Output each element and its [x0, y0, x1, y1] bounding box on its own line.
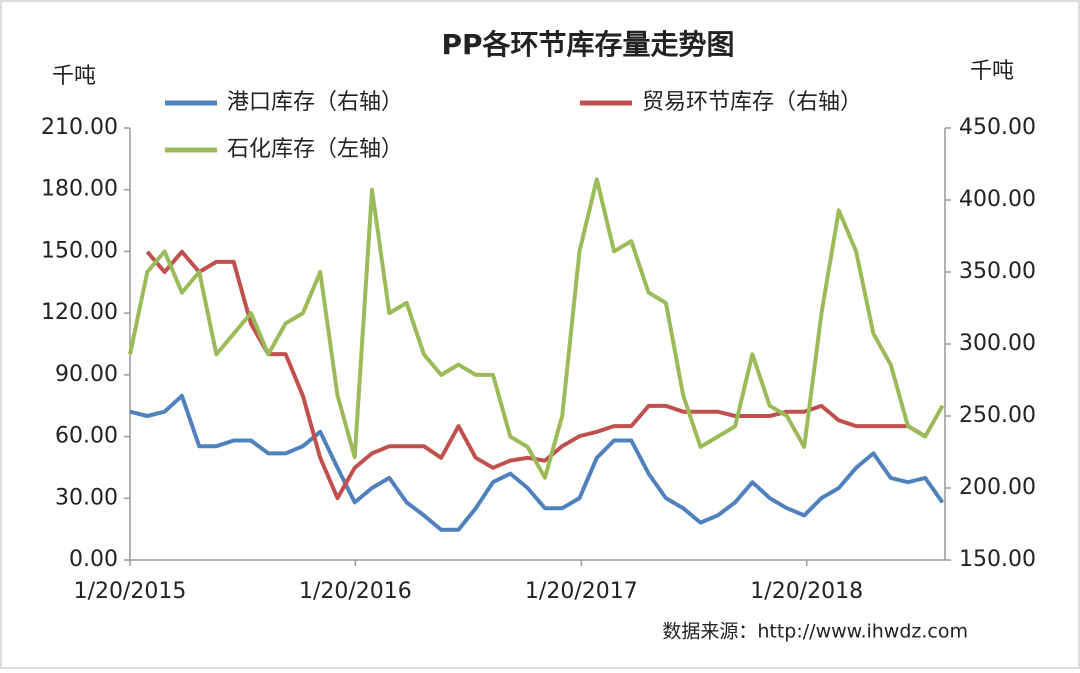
y2-tick-label: 200.00 — [959, 475, 1036, 500]
y-unit-label: 千吨 — [52, 64, 96, 89]
y-tick-label: 210.00 — [41, 115, 118, 140]
legend-label: 贸易环节库存（右轴） — [642, 90, 862, 115]
legend-label: 港口库存（右轴） — [227, 90, 403, 115]
y2-tick-label: 400.00 — [959, 187, 1036, 212]
legend-label: 石化库存（左轴） — [227, 137, 403, 162]
source: 数据来源：http://www.ihwdz.com — [662, 621, 968, 643]
y-tick-label: 180.00 — [41, 177, 118, 202]
x-tick-label: 1/20/2017 — [525, 579, 638, 604]
series-line — [128, 177, 945, 480]
y2-unit-label: 千吨 — [970, 59, 1014, 84]
y2-tick-label: 300.00 — [959, 331, 1036, 356]
y-tick-label: 0.00 — [69, 547, 118, 572]
y-tick-label: 30.00 — [55, 485, 118, 510]
y2-tick-label: 150.00 — [959, 547, 1036, 572]
chart-title: PP各环节库存量走势图 — [441, 28, 734, 61]
y2-tick-label: 250.00 — [959, 403, 1036, 428]
y2-tick-label: 350.00 — [959, 259, 1036, 284]
y-tick-label: 150.00 — [41, 238, 118, 263]
y-tick-label: 90.00 — [55, 362, 118, 387]
x-tick-label: 1/20/2015 — [74, 579, 187, 604]
y-tick-label: 120.00 — [41, 300, 118, 325]
y2-tick-label: 450.00 — [959, 115, 1036, 140]
y-tick-label: 60.00 — [55, 424, 118, 449]
x-tick-label: 1/20/2018 — [750, 579, 863, 604]
series-line — [129, 393, 945, 532]
x-tick-label: 1/20/2016 — [299, 579, 412, 604]
